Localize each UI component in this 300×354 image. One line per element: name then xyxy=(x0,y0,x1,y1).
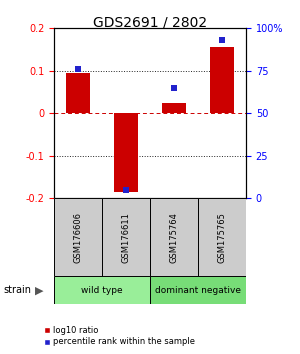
Bar xyxy=(66,73,90,113)
Bar xyxy=(210,47,234,113)
Text: GDS2691 / 2802: GDS2691 / 2802 xyxy=(93,16,207,30)
Bar xyxy=(102,198,150,276)
Bar xyxy=(150,198,198,276)
Text: wild type: wild type xyxy=(81,286,123,295)
Bar xyxy=(54,198,102,276)
Bar xyxy=(54,276,150,304)
Text: GSM175765: GSM175765 xyxy=(218,212,226,263)
Text: GSM176611: GSM176611 xyxy=(122,212,130,263)
Bar xyxy=(114,113,138,192)
Text: ▶: ▶ xyxy=(35,285,43,295)
Text: GSM176606: GSM176606 xyxy=(74,212,82,263)
Bar xyxy=(198,198,246,276)
Text: GSM175764: GSM175764 xyxy=(169,212,178,263)
Text: strain: strain xyxy=(3,285,31,295)
Text: dominant negative: dominant negative xyxy=(155,286,241,295)
Bar xyxy=(150,276,246,304)
Bar xyxy=(162,103,186,113)
Legend: log10 ratio, percentile rank within the sample: log10 ratio, percentile rank within the … xyxy=(40,322,198,350)
